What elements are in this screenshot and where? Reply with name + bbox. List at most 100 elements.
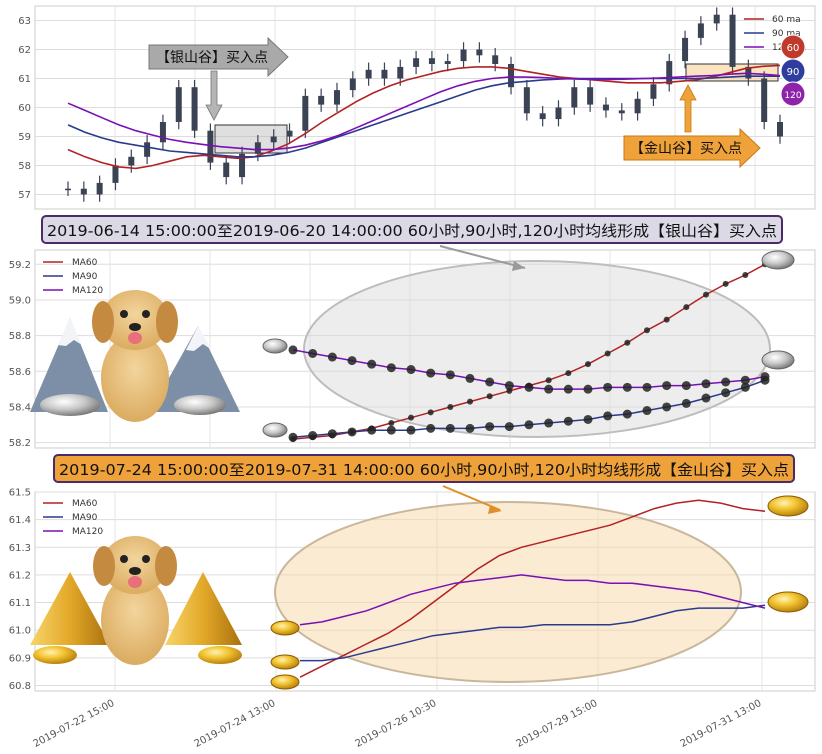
data-point: [721, 388, 731, 398]
price-candle: [666, 61, 673, 85]
data-point: [760, 372, 770, 382]
y-tick-label: 61.2: [9, 570, 31, 581]
data-point: [583, 384, 593, 394]
price-candle: [413, 58, 420, 67]
data-point: [563, 384, 573, 394]
badge-60-label: 60: [787, 43, 800, 54]
price-candle: [476, 49, 483, 56]
gold-legend: MA60 MA90 MA120: [43, 499, 103, 537]
gold-up-arrow: [679, 84, 697, 133]
series-line-60ma: [67, 64, 781, 170]
dog-body: [101, 334, 169, 422]
silver-ma-lines: [288, 261, 770, 443]
price-candle: [761, 78, 768, 122]
series-line-120ma: [67, 72, 781, 151]
y-tick-label: 58: [18, 161, 31, 172]
gold-valley-panel: 60.8 60.9 61.0 61.1 61.2 61.3 61.4 61.5: [9, 454, 816, 750]
dog-nose: [129, 567, 141, 575]
badge-120-label: 120: [784, 91, 801, 101]
gold-y-ticks: 60.8 60.9 61.0 61.1 61.2 61.3 61.4 61.5: [9, 488, 31, 692]
x-tick-label: 2019-07-24 13:00: [193, 698, 278, 750]
y-tick-label: 61.5: [9, 488, 31, 499]
data-point: [701, 379, 711, 389]
data-point: [485, 422, 495, 432]
y-tick-label: 61: [18, 74, 31, 85]
data-point: [408, 414, 414, 421]
mountain-icon: [150, 326, 240, 412]
price-candle: [697, 23, 704, 38]
price-candle: [223, 162, 230, 178]
data-point: [622, 409, 632, 419]
dog-body: [101, 575, 169, 665]
price-candle: [571, 87, 578, 108]
data-point: [447, 403, 454, 410]
price-candle: [682, 37, 689, 62]
price-candle: [602, 104, 609, 111]
data-point: [308, 431, 318, 441]
data-point: [504, 422, 514, 432]
badge-120: [780, 81, 806, 107]
y-tick-label: 58.6: [9, 367, 31, 378]
series-line-ma90: [300, 604, 766, 662]
data-point: [327, 352, 337, 362]
x-tick-label: 2019-07-22 15:00: [32, 698, 117, 750]
silver-plot-area: [34, 249, 816, 449]
silver-y-ticks: 58.2 58.4 58.6 58.8 59.0 59.2: [9, 260, 31, 449]
price-candle: [349, 78, 356, 91]
y-tick-label: 59.0: [9, 295, 31, 306]
silver-pointer-head: [512, 261, 525, 271]
data-point: [367, 359, 377, 369]
data-point: [604, 350, 611, 357]
data-point: [427, 409, 434, 416]
price-candle: [302, 95, 309, 131]
price-candle: [650, 84, 657, 99]
gold-highlight-ellipse: [274, 501, 742, 683]
dog-tongue: [128, 332, 142, 344]
data-point: [327, 429, 337, 439]
y-tick-label: 61.0: [9, 626, 31, 637]
data-point: [465, 373, 475, 383]
data-point: [624, 339, 631, 346]
y-tick-label: 63: [18, 16, 31, 27]
gold-ingot-icon: [198, 646, 242, 664]
price-candle: [65, 188, 71, 191]
data-point: [544, 384, 554, 394]
price-candle: [144, 142, 151, 157]
price-candle: [128, 156, 135, 166]
data-point: [465, 423, 475, 433]
data-point: [703, 291, 709, 298]
y-tick-label: 58.8: [9, 331, 31, 342]
price-candle: [492, 55, 499, 64]
dog-ear: [93, 546, 115, 586]
data-point: [740, 375, 750, 385]
dog-ear: [155, 546, 177, 586]
y-tick-label: 61.3: [9, 543, 31, 554]
x-tick-label: 2019-07-29 15:00: [515, 698, 600, 750]
legend-label-ma90: MA90: [72, 513, 98, 523]
price-candle: [80, 188, 87, 195]
data-point: [721, 377, 731, 387]
gold-ingot-icon: [270, 620, 300, 636]
legend-label-ma120: MA120: [72, 286, 103, 296]
data-point: [485, 377, 495, 387]
data-point: [288, 432, 298, 442]
data-point: [445, 370, 455, 380]
price-candle: [270, 136, 277, 143]
series-line-ma60: [299, 499, 766, 678]
dog-gold-illustration: [30, 536, 242, 665]
overview-y-ticks: 57 58 59 60 61 62 63: [18, 16, 31, 201]
y-tick-label: 60.9: [9, 653, 31, 664]
dog-eye: [142, 555, 150, 563]
silver-buy-annotation: 【银山谷】买入点: [148, 36, 289, 121]
legend-label-ma60: MA60: [72, 499, 98, 509]
silver-ingot-icon: [761, 250, 795, 270]
data-point: [681, 398, 691, 408]
silver-arrow-shape: [148, 36, 289, 78]
data-point: [524, 382, 534, 392]
legend-label-ma60: MA60: [72, 258, 98, 268]
dog-silver-illustration: [30, 290, 240, 422]
x-tick-label: 2019-07-31 13:00: [679, 698, 764, 750]
price-candle: [539, 113, 546, 120]
dog-eye: [120, 555, 128, 563]
